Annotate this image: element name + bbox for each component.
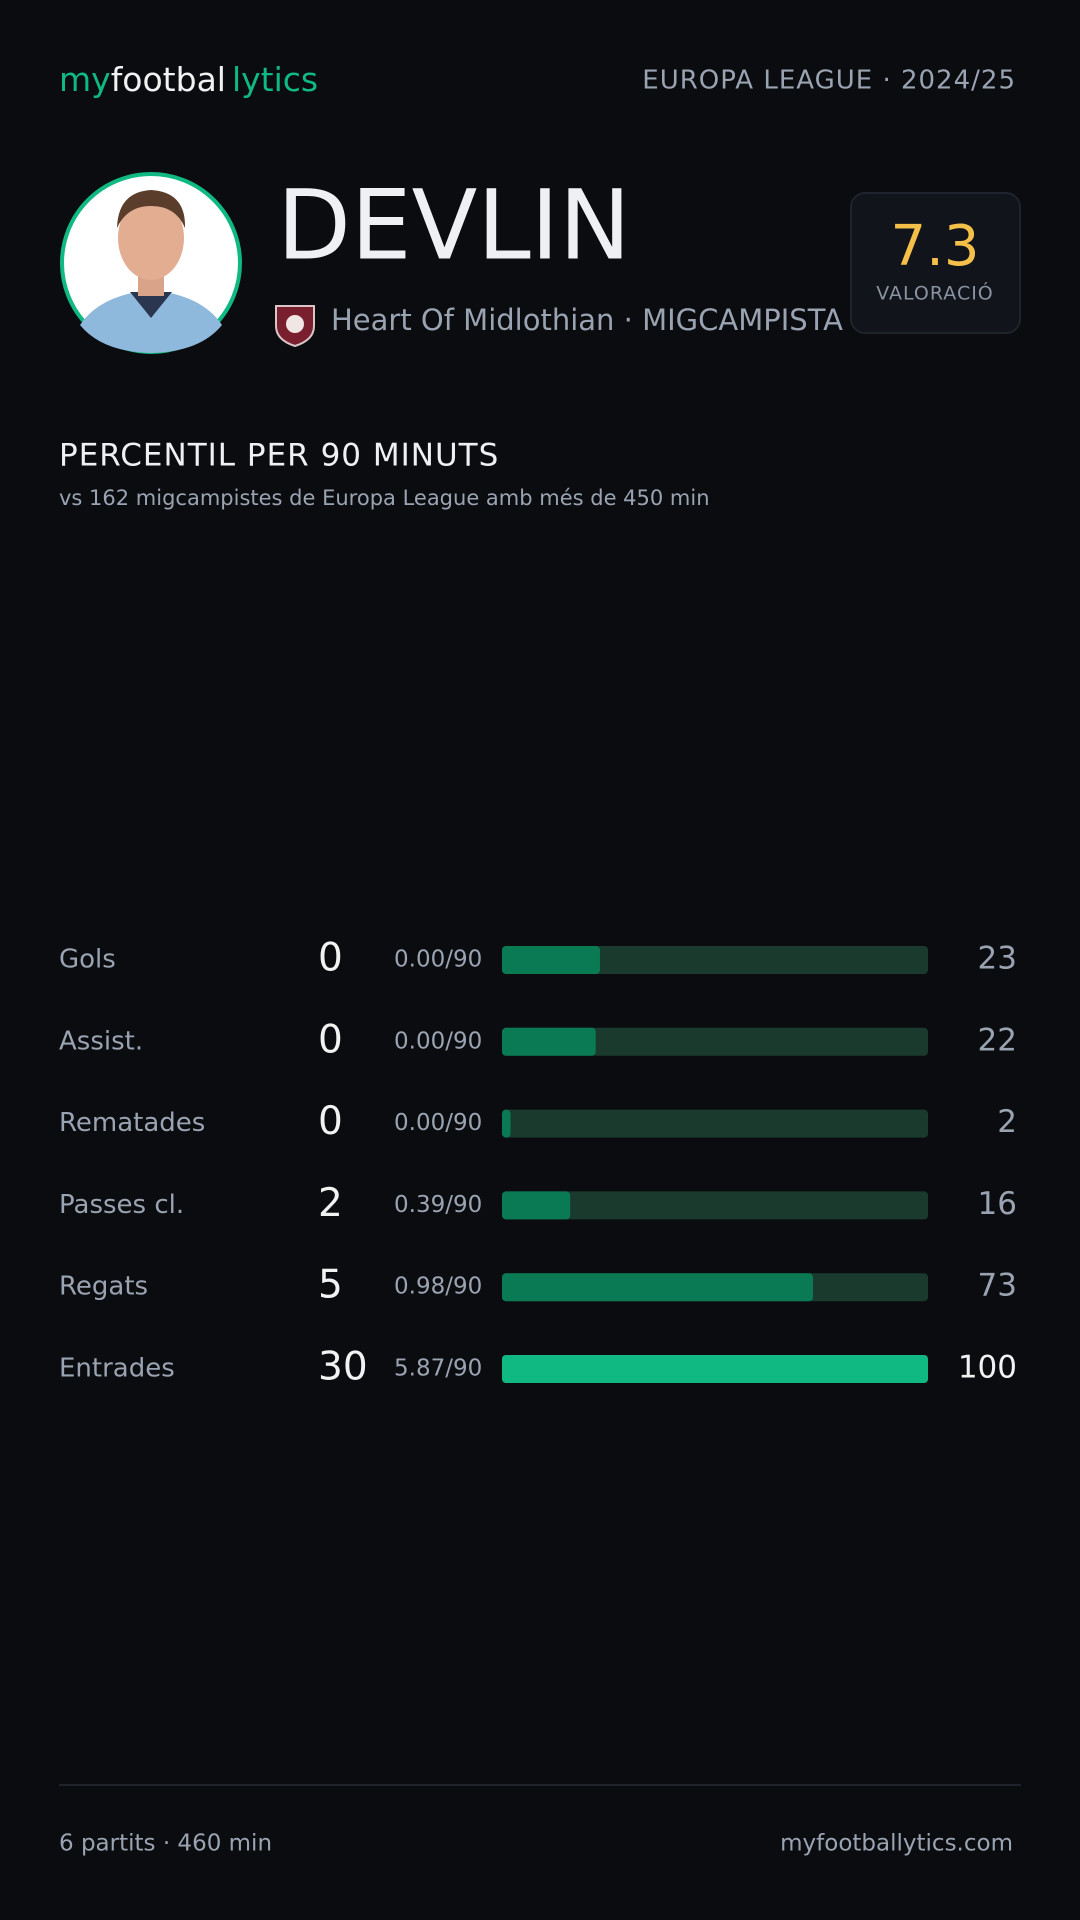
bar-track: [502, 1109, 928, 1138]
footer-left: 6 partits · 460 min: [59, 1831, 272, 1857]
stat-total: 5: [318, 1263, 343, 1308]
stat-label: Assist.: [59, 1026, 143, 1056]
percentile: 2: [997, 1104, 1017, 1140]
percentile: 22: [978, 1022, 1017, 1058]
percentile: 73: [978, 1268, 1017, 1304]
bar: [502, 1273, 813, 1302]
stat-per90: 0.00/90: [394, 947, 482, 973]
brand-part: footbal: [111, 60, 226, 99]
avatar: [60, 172, 242, 354]
brand: myfootbal lytics: [59, 60, 318, 99]
team-line: Heart Of Midlothian · MIGCAMPISTA: [331, 303, 843, 337]
percentile: 100: [958, 1350, 1017, 1386]
stat-total: 2: [318, 1181, 343, 1226]
rating-box: [850, 192, 1021, 334]
bar: [502, 1109, 511, 1138]
percentile: 16: [978, 1186, 1017, 1222]
percentile: 23: [978, 941, 1017, 977]
brand-part: my: [59, 60, 111, 99]
stat-per90: 5.87/90: [394, 1356, 482, 1382]
footer-right: myfootballytics.com: [780, 1831, 1013, 1857]
bar-track: [502, 1191, 928, 1220]
stat-label: Regats: [59, 1272, 148, 1302]
rating-label: VALORACIÓ: [876, 281, 994, 305]
stat-total: 0: [318, 936, 343, 981]
club-crest: [275, 305, 315, 348]
stat-label: Gols: [59, 945, 116, 975]
stat-total: 30: [318, 1345, 368, 1390]
competition: EUROPA LEAGUE · 2024/25: [642, 66, 1016, 96]
bar: [502, 946, 600, 974]
stat-label: Rematades: [59, 1108, 205, 1138]
stat-total: 0: [318, 1017, 343, 1062]
stat-per90: 0.39/90: [394, 1192, 482, 1218]
section-subtitle: vs 162 migcampistes de Europa League amb…: [59, 486, 710, 510]
stat-per90: 0.00/90: [394, 1110, 482, 1136]
brand-part: lytics: [232, 60, 318, 99]
bar: [502, 1027, 596, 1056]
bar: [502, 1355, 928, 1383]
rating-value: 7.3: [890, 214, 979, 279]
section-title: PERCENTIL PER 90 MINUTS: [59, 438, 499, 474]
bar-track: [502, 946, 928, 974]
bar: [502, 1191, 571, 1220]
stat-total: 0: [318, 1099, 343, 1144]
bar-track: [502, 1027, 928, 1056]
player-name: DEVLIN: [277, 169, 631, 281]
stat-label: Passes cl.: [59, 1190, 184, 1220]
stat-per90: 0.00/90: [394, 1028, 482, 1054]
stat-label: Entrades: [59, 1354, 175, 1384]
stat-per90: 0.98/90: [394, 1274, 482, 1300]
